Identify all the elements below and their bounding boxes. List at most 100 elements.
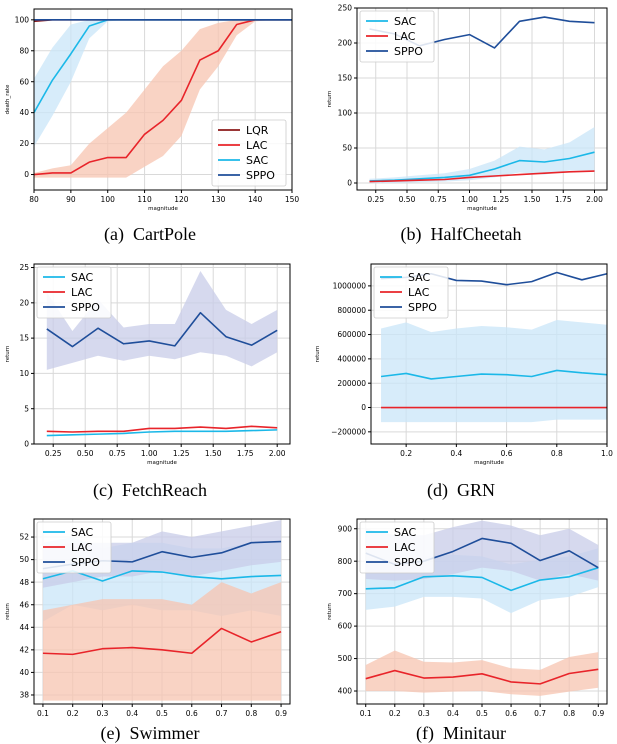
band-lac <box>42 582 282 701</box>
series-line-sac <box>380 369 608 380</box>
x-tick-label: 130 <box>211 195 226 204</box>
legend: SAC LAC SPPO <box>359 10 435 63</box>
y-tick-label: 40 <box>19 668 29 677</box>
caption-tag: (f) <box>416 723 434 743</box>
y-axis-label: return <box>327 603 333 620</box>
x-tick-label: 0.75 <box>109 449 126 458</box>
x-tick-label: 140 <box>248 195 263 204</box>
x-tick-label: 0.4 <box>126 709 138 718</box>
x-tick-label: 1.00 <box>141 449 158 458</box>
confidence-bands <box>46 271 278 370</box>
y-tick-label: 5 <box>24 404 29 413</box>
legend-box <box>36 266 112 319</box>
x-tick-label: 80 <box>29 195 39 204</box>
y-tick-label: 100 <box>15 15 30 24</box>
confidence-bands <box>381 319 607 423</box>
chart-minitaur: 0.1 0.2 0.3 0.4 0.5 0.6 0.7 0.8 0.9 400 500 600 700 8… <box>327 518 608 718</box>
legend-box <box>359 521 435 574</box>
legend: SAC LAC SPPO <box>359 521 435 574</box>
y-tick-label: 200000 <box>337 379 366 388</box>
confidence-bands <box>369 127 595 183</box>
y-axis-label: return <box>327 90 333 107</box>
chart-panel-minitaur: 0.1 0.2 0.3 0.4 0.5 0.6 0.7 0.8 0.9 400 500 600 700 8… <box>305 508 617 743</box>
y-tick-label: 50 <box>19 555 29 564</box>
y-tick-label: −200000 <box>331 427 366 436</box>
series-line-sppo <box>46 311 278 348</box>
series-line-lac <box>369 170 595 183</box>
legend: LQR LAC SAC SPPO <box>211 119 287 187</box>
legend-label-sppo: SPPO <box>394 45 423 58</box>
legend-label-sppo: SPPO <box>408 301 437 314</box>
caption-tag: (e) <box>100 723 121 743</box>
chart-swimmer: 0.1 0.2 0.3 0.4 0.5 0.6 0.7 0.8 0.9 38 40 42 44 46 48 5… <box>5 518 291 718</box>
band-sac <box>369 127 595 183</box>
series-line-sac <box>365 566 599 592</box>
x-tick-label: 120 <box>174 195 189 204</box>
y-axis-label: death_rate <box>5 84 11 114</box>
caption-title: CartPole <box>132 224 196 244</box>
x-tick-label: 0.3 <box>96 709 108 718</box>
chart-panel-cartpole: 80 90 100 110 120 130 140 150 0 20 40 60 80 100 magnit… <box>0 0 300 244</box>
series-line-lac <box>365 668 599 685</box>
band-sac <box>381 319 607 423</box>
chart-halfcheetah: 0.25 0.50 0.75 1.00 1.25 1.50 1.75 2.00 0 50 100 15… <box>327 4 608 212</box>
caption-tag: (b) <box>400 224 422 244</box>
x-tick-label: 2.00 <box>586 195 603 204</box>
x-tick-label: 0.4 <box>450 449 462 458</box>
y-tick-label: 400 <box>338 687 353 696</box>
legend-box <box>373 266 449 319</box>
x-axis-label: magnitude <box>147 460 177 466</box>
y-tick-label: 20 <box>19 298 29 307</box>
legend-label-lac: LAC <box>394 30 416 43</box>
x-tick-label: 0.6 <box>505 709 517 718</box>
legend-label-sac: SAC <box>71 271 94 284</box>
x-tick-label: 110 <box>137 195 152 204</box>
legend-label-sac: SAC <box>394 15 417 28</box>
x-tick-label: 0.25 <box>45 449 62 458</box>
legend-label-sppo: SPPO <box>394 556 423 569</box>
chart-panel-fetchreach: 0.25 0.50 0.75 1.00 1.25 1.50 1.75 2.00 0 5 10 15 20… <box>0 254 300 500</box>
y-axis-label: return <box>5 603 11 620</box>
y-tick-label: 40 <box>19 108 29 117</box>
y-tick-label: 0 <box>347 179 352 188</box>
x-tick-label: 0.50 <box>77 449 94 458</box>
x-tick-label: 0.2 <box>400 449 412 458</box>
tick-labels: 0.1 0.2 0.3 0.4 0.5 0.6 0.7 0.8 0.9 38 40 42 44 46 48 5… <box>19 533 287 718</box>
x-tick-label: 1.75 <box>555 195 572 204</box>
legend-label-lac: LAC <box>394 541 416 554</box>
series-line-lac <box>46 425 278 433</box>
plot-frame <box>33 8 293 191</box>
subfigure-caption: (b) HalfCheetah <box>305 224 617 245</box>
y-tick-label: 48 <box>19 578 29 587</box>
y-tick-label: 0 <box>24 440 29 449</box>
y-tick-label: 700 <box>338 589 353 598</box>
tick-labels: 0.1 0.2 0.3 0.4 0.5 0.6 0.7 0.8 0.9 400 500 600 700 8… <box>338 524 605 718</box>
x-tick-label: 0.9 <box>275 709 287 718</box>
chart-panel-halfcheetah: 0.25 0.50 0.75 1.00 1.25 1.50 1.75 2.00 0 50 100 15… <box>305 0 617 244</box>
subfigure-caption: (c) FetchReach <box>0 480 300 501</box>
y-tick-label: 0 <box>24 170 29 179</box>
x-tick-label: 0.7 <box>534 709 546 718</box>
plot-frame <box>356 7 608 191</box>
x-tick-label: 0.2 <box>67 709 79 718</box>
tick-labels: 0.25 0.50 0.75 1.00 1.25 1.50 1.75 2.00 0 50 100 15… <box>338 4 603 204</box>
y-tick-label: 80 <box>19 46 29 55</box>
subfigure-caption: (e) Swimmer <box>0 723 300 744</box>
x-axis-label: magnitude <box>148 206 178 212</box>
y-axis-label: return <box>315 345 321 362</box>
x-tick-label: 1.00 <box>461 195 478 204</box>
x-tick-label: 100 <box>101 195 116 204</box>
subfigure-caption: (d) GRN <box>305 480 617 501</box>
caption-tag: (a) <box>104 224 124 244</box>
chart-fetchreach: 0.25 0.50 0.75 1.00 1.25 1.50 1.75 2.00 0 5 10 15 20… <box>5 263 291 466</box>
band-lac <box>34 19 292 178</box>
y-tick-label: 250 <box>338 4 353 13</box>
legend-box <box>36 521 112 574</box>
y-tick-label: 500 <box>338 654 353 663</box>
y-tick-label: 20 <box>19 139 29 148</box>
series-lines <box>33 19 292 176</box>
caption-title: Swimmer <box>129 723 200 743</box>
legend-label-lac: LAC <box>408 286 430 299</box>
legend-label-lac: LAC <box>71 541 93 554</box>
